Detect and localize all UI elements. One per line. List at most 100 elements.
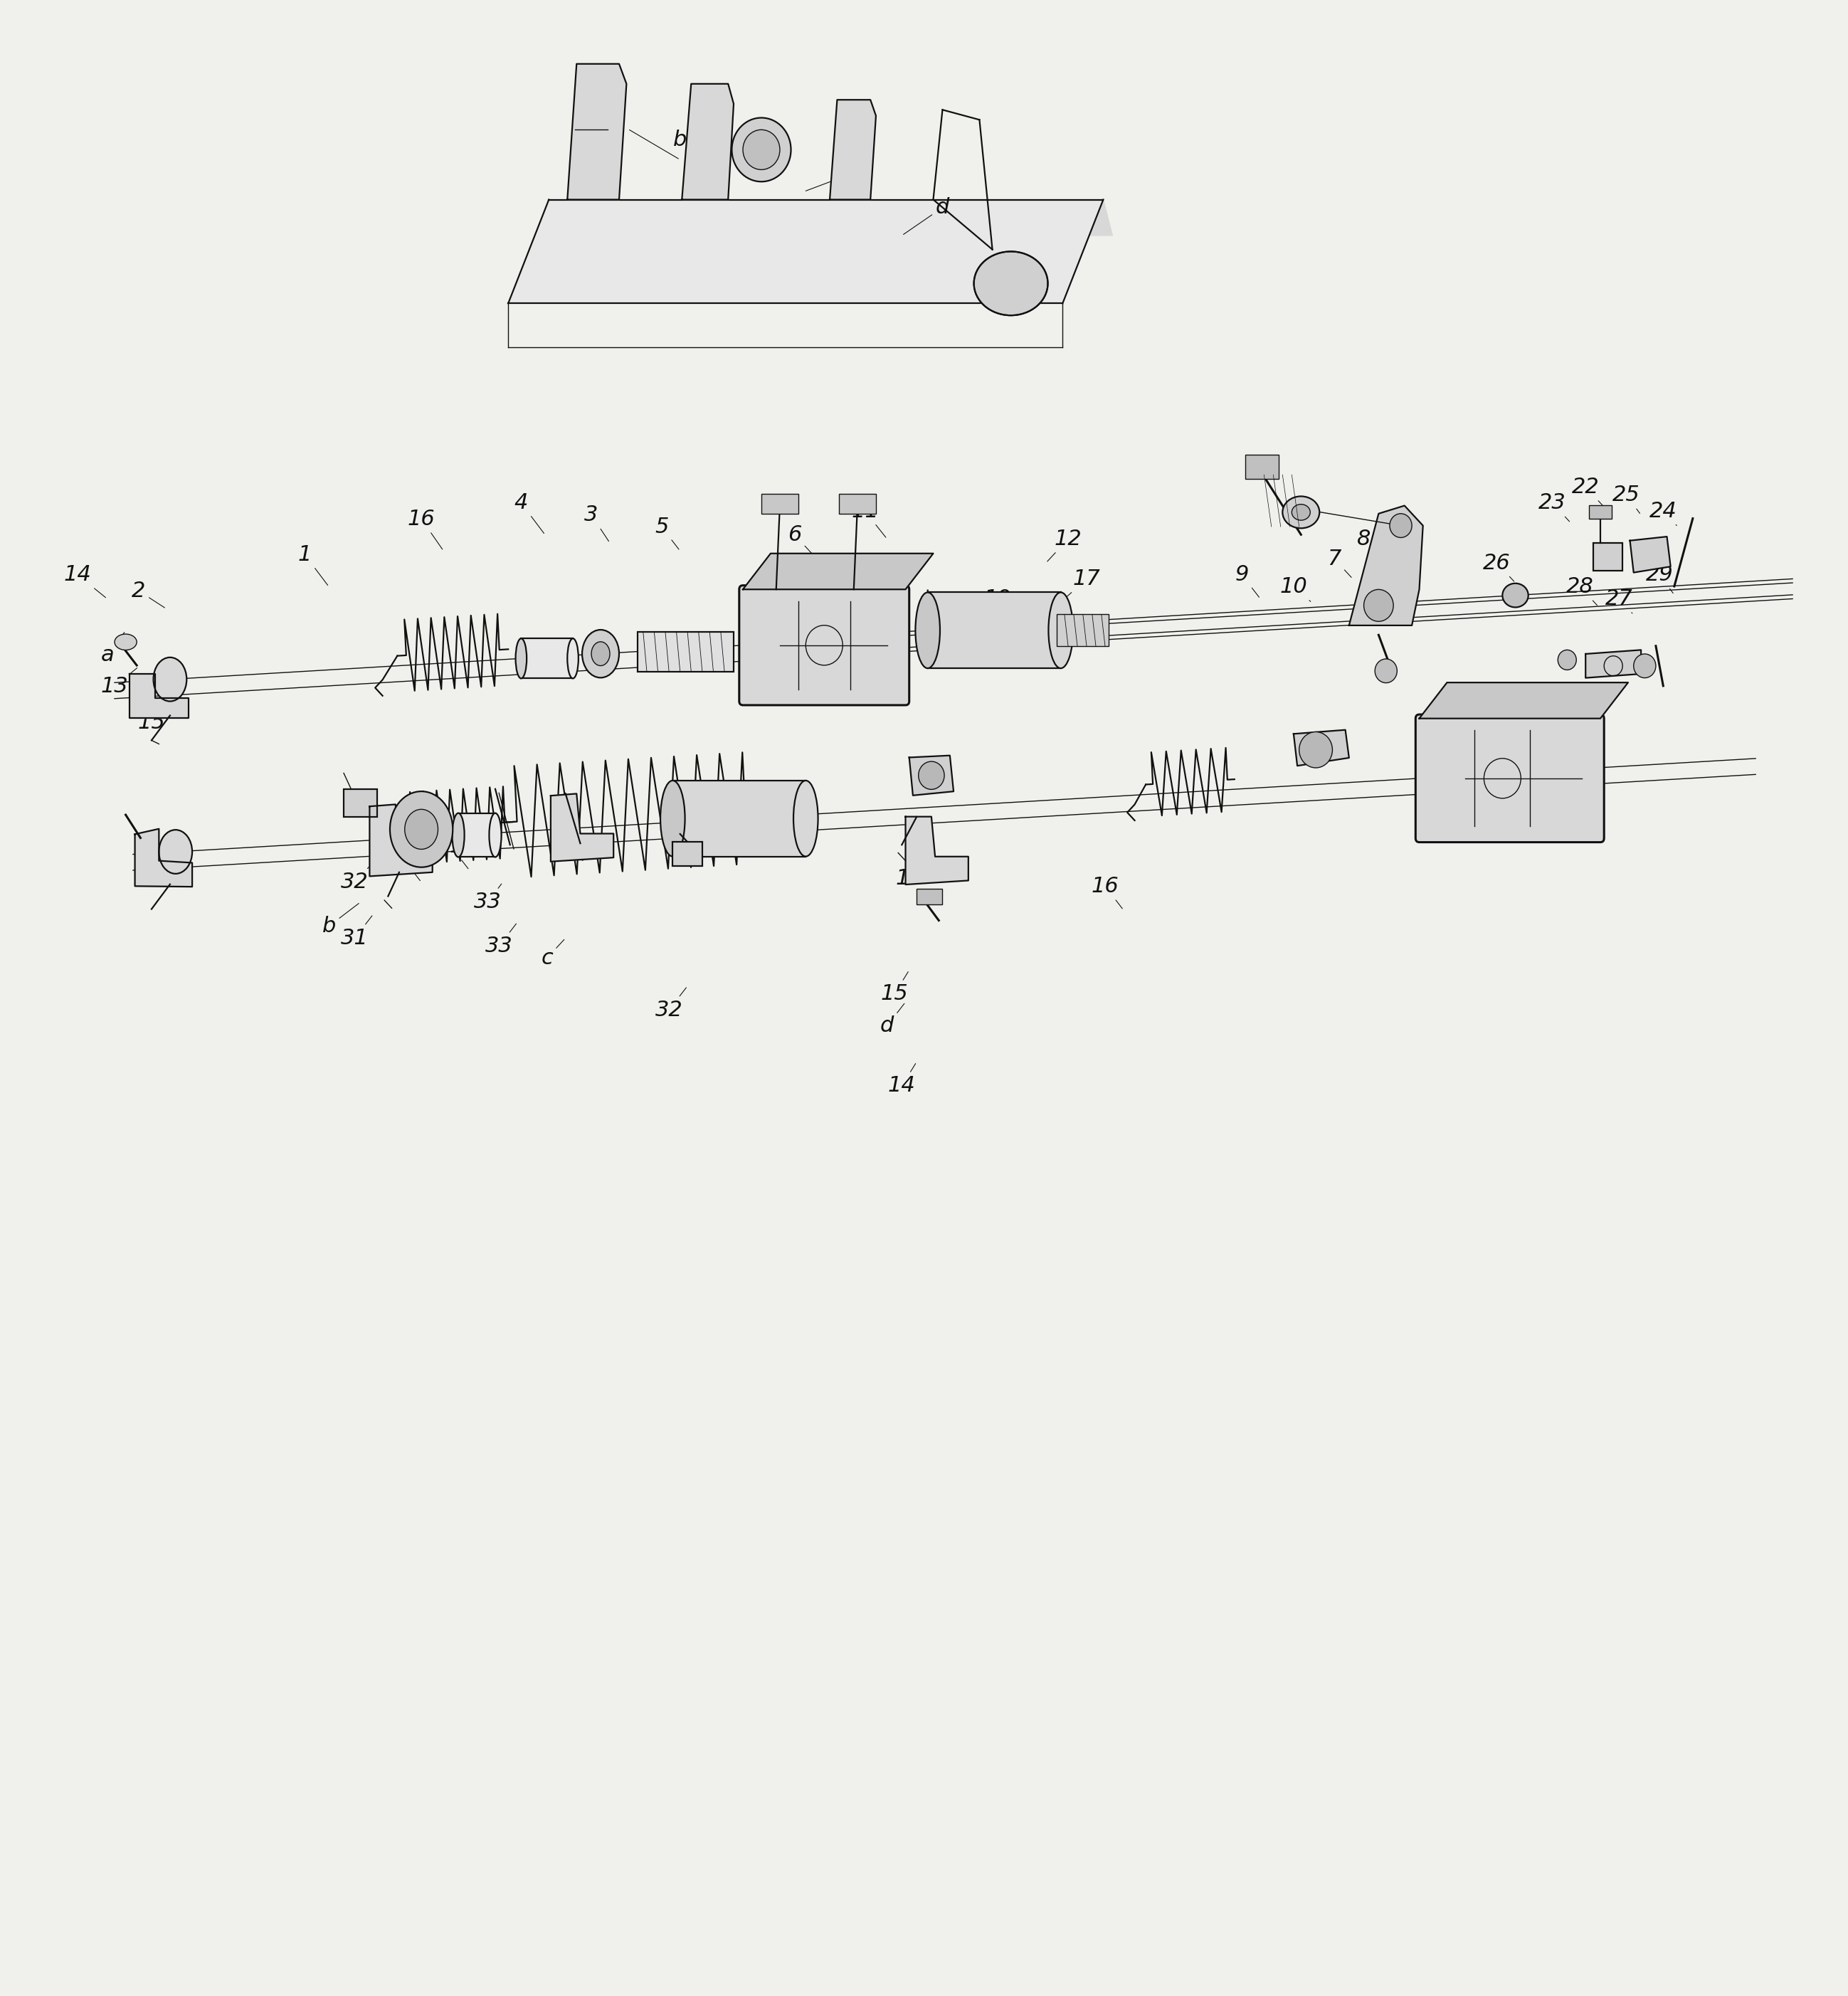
Circle shape: [1299, 733, 1332, 768]
Polygon shape: [135, 828, 192, 886]
Ellipse shape: [159, 830, 192, 874]
Text: 19: 19: [978, 589, 1011, 621]
Ellipse shape: [1283, 497, 1319, 529]
Text: 12: 12: [1048, 529, 1081, 561]
Polygon shape: [551, 794, 614, 862]
Text: a: a: [612, 114, 678, 158]
Circle shape: [1375, 659, 1397, 683]
Text: 31: 31: [342, 916, 371, 948]
Polygon shape: [906, 816, 968, 884]
Text: 27: 27: [1606, 589, 1632, 613]
Ellipse shape: [974, 251, 1048, 315]
Circle shape: [1390, 513, 1412, 537]
Text: c: c: [541, 940, 564, 968]
Text: 15: 15: [881, 972, 907, 1004]
Polygon shape: [1419, 683, 1628, 719]
Text: 25: 25: [1613, 485, 1639, 513]
Polygon shape: [1349, 505, 1423, 625]
Text: 9: 9: [1234, 565, 1258, 597]
Bar: [1589, 505, 1611, 519]
Text: 3: 3: [584, 505, 608, 541]
Bar: [521, 639, 573, 679]
Text: 30: 30: [390, 848, 419, 880]
Bar: [673, 780, 806, 856]
Text: 8: 8: [1356, 529, 1380, 561]
Ellipse shape: [115, 635, 137, 651]
Text: 11: 11: [852, 501, 885, 537]
Text: 23: 23: [1539, 493, 1569, 521]
Bar: [928, 593, 1061, 669]
Bar: [458, 812, 495, 856]
Polygon shape: [682, 84, 734, 200]
Polygon shape: [129, 675, 188, 719]
Polygon shape: [909, 754, 954, 794]
Polygon shape: [1294, 731, 1349, 766]
Ellipse shape: [453, 812, 464, 856]
Ellipse shape: [915, 593, 941, 669]
Text: d: d: [880, 1004, 904, 1036]
Ellipse shape: [153, 657, 187, 701]
Bar: [1246, 455, 1279, 479]
Ellipse shape: [1502, 583, 1528, 607]
Bar: [638, 631, 734, 671]
Bar: [1593, 543, 1623, 571]
Ellipse shape: [660, 780, 686, 856]
Text: 7: 7: [1327, 549, 1351, 577]
Polygon shape: [508, 200, 1103, 303]
Text: 28: 28: [1567, 577, 1597, 605]
FancyBboxPatch shape: [1416, 715, 1604, 842]
Text: 24: 24: [1650, 501, 1676, 525]
Text: 17: 17: [1066, 569, 1100, 597]
Polygon shape: [830, 100, 876, 200]
Ellipse shape: [582, 631, 619, 679]
Ellipse shape: [567, 639, 578, 679]
Text: 13: 13: [102, 669, 137, 697]
Text: 33: 33: [486, 924, 516, 956]
Polygon shape: [1586, 651, 1641, 679]
Circle shape: [743, 130, 780, 170]
Text: 6: 6: [787, 525, 815, 557]
Text: 4: 4: [514, 493, 543, 533]
Text: 14: 14: [889, 1064, 915, 1096]
Text: c: c: [806, 166, 852, 192]
Text: 20: 20: [553, 828, 582, 860]
Text: 10: 10: [1281, 577, 1310, 601]
Text: 29: 29: [1647, 565, 1672, 593]
Circle shape: [732, 118, 791, 182]
Polygon shape: [743, 553, 933, 589]
Bar: [673, 842, 702, 866]
FancyBboxPatch shape: [739, 585, 909, 705]
Text: 22: 22: [1573, 477, 1602, 505]
Polygon shape: [370, 804, 432, 876]
Ellipse shape: [490, 812, 501, 856]
Text: 2: 2: [131, 581, 164, 607]
Ellipse shape: [1292, 505, 1310, 521]
Text: 14: 14: [65, 565, 105, 597]
Ellipse shape: [516, 639, 527, 679]
Polygon shape: [549, 200, 1112, 236]
Text: a: a: [100, 633, 124, 665]
Text: 16: 16: [408, 509, 442, 549]
Ellipse shape: [405, 808, 438, 848]
Circle shape: [1634, 655, 1656, 679]
Circle shape: [1558, 651, 1576, 671]
Bar: [917, 888, 942, 904]
Text: 32: 32: [656, 988, 686, 1020]
Text: 15: 15: [139, 697, 166, 733]
Bar: [344, 788, 377, 816]
Text: 18: 18: [896, 868, 926, 900]
Text: 32: 32: [342, 864, 371, 892]
Ellipse shape: [1048, 593, 1074, 669]
Ellipse shape: [390, 790, 453, 866]
Bar: [839, 493, 876, 513]
Text: 5: 5: [654, 517, 678, 549]
Text: b: b: [673, 130, 719, 168]
Ellipse shape: [591, 643, 610, 667]
Text: d: d: [904, 198, 950, 234]
Bar: [1057, 615, 1109, 647]
Circle shape: [918, 760, 944, 788]
Text: 33: 33: [475, 884, 501, 912]
Text: 1: 1: [298, 545, 327, 585]
Polygon shape: [1630, 537, 1671, 573]
Text: 26: 26: [1484, 553, 1514, 581]
